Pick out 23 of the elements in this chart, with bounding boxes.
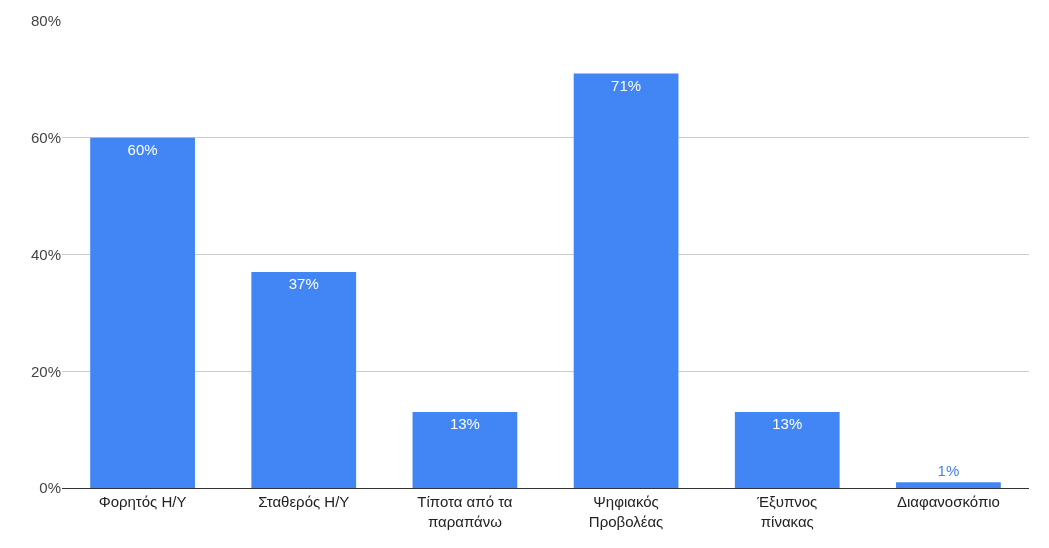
x-tick-label: Σταθερός Η/Υ: [258, 493, 350, 510]
bar: [896, 482, 1001, 488]
bar: [251, 272, 357, 488]
y-tick-label: 20%: [30, 362, 61, 380]
data-label: 13%: [449, 415, 480, 433]
bar: [412, 412, 518, 488]
data-label: 37%: [288, 275, 319, 293]
data-label: 13%: [772, 415, 803, 433]
y-tick-label: 0%: [39, 479, 61, 497]
x-tick-label: Τίποτα από τα παραπάνω: [417, 493, 513, 530]
bar: [573, 73, 679, 488]
bar: [90, 137, 195, 488]
data-label: 1%: [937, 462, 960, 480]
data-label: 60%: [127, 140, 158, 158]
data-label: 71%: [611, 76, 642, 94]
bar: [734, 412, 840, 488]
y-tick-label: 80%: [30, 12, 61, 30]
x-tick-label: Διαφανοσκόπιο: [896, 493, 1000, 510]
y-tick-label: 60%: [30, 129, 61, 146]
x-tick-label: Φορητός Η/Υ: [98, 493, 187, 510]
x-tick-label: Ψηφιακός Προβολέας: [588, 493, 664, 530]
y-tick-label: 40%: [30, 245, 61, 263]
x-tick-label: Έξυπνος πίνακας: [756, 493, 818, 530]
